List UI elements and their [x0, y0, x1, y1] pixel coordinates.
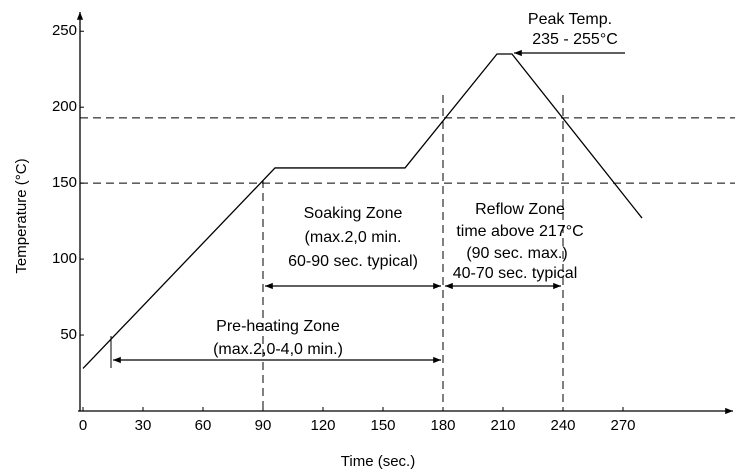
- x-tick-label: 270: [610, 417, 635, 434]
- annotation: time above 217°C: [456, 223, 583, 240]
- y-tick-label: 50: [60, 326, 77, 343]
- y-tick-label: 250: [52, 22, 77, 39]
- annotation: Reflow Zone: [475, 201, 565, 218]
- annotation: Peak Temp.: [528, 11, 612, 28]
- annotation: 60-90 sec. typical): [288, 253, 418, 270]
- profile-line: [82, 53, 643, 369]
- x-tick-label: 30: [135, 417, 152, 434]
- y-tick-label: 150: [52, 174, 77, 191]
- y-tick-label: 100: [52, 250, 77, 267]
- y-tick-label: 200: [52, 98, 77, 115]
- x-tick-label: 180: [430, 417, 455, 434]
- x-axis-label: Time (sec.): [341, 453, 415, 470]
- annotation: Soaking Zone: [304, 205, 403, 222]
- x-tick-label: 0: [79, 417, 87, 434]
- x-tick-label: 240: [550, 417, 575, 434]
- x-tick-label: 150: [370, 417, 395, 434]
- annotation: 235 - 255°C: [532, 31, 618, 48]
- x-tick-label: 60: [195, 417, 212, 434]
- annotation: Pre-heating Zone: [216, 318, 340, 335]
- x-tick-label: 120: [310, 417, 335, 434]
- annotation: (max.2,0 min.: [305, 229, 402, 246]
- x-tick-label: 90: [255, 417, 272, 434]
- x-tick-label: 210: [490, 417, 515, 434]
- annotation: (90 sec. max.): [466, 245, 567, 262]
- annotation: (max.2,0-4,0 min.): [213, 341, 343, 358]
- annotation: 40-70 sec. typical: [453, 265, 578, 282]
- y-axis-label: Temperature (°C): [13, 158, 30, 273]
